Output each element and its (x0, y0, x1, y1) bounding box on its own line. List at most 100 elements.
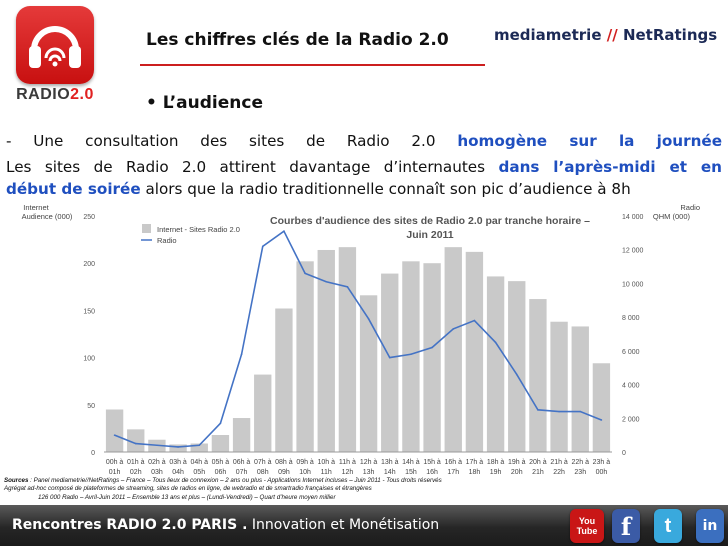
youtube-text-1: You (578, 516, 596, 526)
left-tick-label: 50 (87, 403, 95, 410)
point-radio-1 (134, 442, 137, 445)
bar-internet-3 (169, 444, 187, 452)
left-tick-label: 100 (83, 356, 95, 363)
x-tick-label: 13h à (381, 459, 399, 466)
x-tick-label: 17h (447, 469, 459, 476)
line-radio (114, 229, 602, 448)
point-radio-16 (452, 328, 455, 330)
x-tick-label: 21h à (550, 459, 568, 466)
left-axis-label-1: Internet (23, 203, 49, 212)
right-tick-label: 2 000 (622, 416, 640, 423)
bar-internet-11 (338, 247, 357, 452)
x-tick-label: 18h (469, 469, 481, 476)
footer-banner: Rencontres RADIO 2.0 PARIS . Innovation … (0, 505, 728, 546)
point-radio-0 (113, 434, 116, 436)
x-tick-label: 12h (342, 469, 354, 476)
x-tick-label: 05h (193, 469, 205, 476)
x-tick-label: 02h (130, 469, 142, 476)
right-tick-label: 10 000 (622, 281, 644, 288)
body-line-2: Les sites de Radio 2.0 attirent davantag… (6, 156, 722, 178)
body-line3-text: alors que la radio traditionnelle connaî… (140, 180, 631, 198)
sources-label: Sources (4, 477, 29, 484)
right-tick-label: 0 (622, 450, 626, 457)
right-tick-label: 12 000 (622, 248, 644, 255)
x-tick-label: 15h à (423, 459, 441, 466)
bar-internet-20 (529, 299, 547, 452)
x-tick-label: 19h (490, 469, 502, 476)
left-tick-label: 0 (91, 450, 95, 457)
x-tick-label: 15h (405, 469, 417, 476)
point-radio-18 (494, 341, 497, 344)
body-line3-highlight: début de soirée (6, 180, 141, 198)
bar-internet-0 (105, 409, 124, 452)
facebook-glyph: f (620, 511, 632, 541)
footer-title-sub: Innovation et Monétisation (247, 517, 440, 533)
left-tick-label: 200 (83, 261, 95, 268)
right-tick-label: 4 000 (622, 383, 640, 390)
bar-internet-14 (402, 261, 420, 452)
x-tick-label: 03h (151, 469, 163, 476)
twitter-glyph: t (664, 514, 672, 537)
right-tick-label: 14 000 (622, 214, 644, 221)
bar-internet-6 (232, 418, 251, 452)
x-tick-label: 12h à (360, 459, 378, 466)
bar-internet-12 (359, 295, 378, 452)
x-tick-label: 19h à (508, 459, 526, 466)
point-radio-5 (219, 422, 222, 425)
x-tick-label: 02h à (148, 459, 166, 466)
x-tick-label: 16h (426, 469, 438, 476)
x-tick-label: 13h (363, 469, 375, 476)
x-tick-label: 11h à (339, 459, 356, 466)
logo-wordmark: RADIO2.0 (8, 86, 102, 106)
twitter-icon[interactable]: t (654, 509, 682, 543)
x-tick-label: 09h à (296, 459, 314, 466)
radio20-logo: RADIO2.0 (8, 6, 102, 106)
x-tick-label: 09h (278, 469, 290, 476)
bar-internet-23 (592, 363, 611, 452)
x-tick-label: 10h (299, 469, 311, 476)
left-tick-label: 250 (83, 214, 95, 221)
bar-internet-21 (550, 321, 568, 452)
body-line1-text: - Une consultation des sites de Radio 2.… (6, 132, 458, 150)
sources-line-2: Agrégat ad-hoc composé de plateformes de… (4, 485, 372, 493)
bar-internet-4 (190, 443, 208, 452)
x-tick-label: 20h (511, 469, 523, 476)
chart-title-line-1: Courbes d'audience des sites de Radio 2.… (270, 215, 590, 227)
x-tick-label: 10h à (317, 459, 335, 466)
right-axis-label-2: QHM (000) (653, 212, 691, 221)
point-radio-13 (388, 356, 391, 359)
bar-internet-19 (508, 281, 526, 452)
x-tick-label: 22h (553, 469, 565, 476)
right-axis-label-1: Radio (680, 203, 700, 212)
sources-line-3: 126 000 Radio – Avril-Juin 2011 – Ensemb… (38, 493, 336, 501)
x-tick-label: 01h à (127, 459, 145, 466)
right-tick-label: 6 000 (622, 349, 640, 356)
bar-internet-15 (423, 263, 441, 452)
x-tick-label: 23h à (593, 459, 611, 466)
point-radio-7 (261, 245, 264, 248)
bar-internet-1 (127, 429, 145, 452)
bar-internet-13 (381, 273, 399, 452)
x-tick-label: 23h (574, 469, 586, 476)
x-tick-label: 20h à (529, 459, 547, 466)
point-radio-10 (325, 280, 328, 283)
body-line2-text: Les sites de Radio 2.0 attirent davantag… (6, 158, 499, 176)
x-tick-label: 00h à (106, 459, 124, 466)
x-tick-label: 06h à (233, 459, 251, 466)
x-tick-label: 22h à (571, 459, 589, 466)
point-radio-2 (156, 444, 158, 447)
linkedin-icon[interactable]: in (696, 509, 724, 543)
body-line-3: début de soirée alors que la radio tradi… (6, 178, 722, 200)
facebook-icon[interactable]: f (612, 509, 640, 543)
x-tick-label: 05h à (212, 459, 230, 466)
legend-label-internet: Internet - Sites Radio 2.0 (157, 225, 240, 234)
point-radio-4 (198, 444, 201, 447)
point-radio-22 (579, 410, 582, 413)
sources-line1-text: : Panel mediametrie//NetRatings – France… (28, 477, 442, 484)
brand-part3: NetRatings (622, 26, 718, 44)
youtube-icon[interactable]: You Tube (570, 509, 604, 543)
x-tick-label: 06h (215, 469, 227, 476)
point-radio-19 (515, 373, 518, 376)
bar-internet-17 (465, 251, 484, 452)
point-radio-3 (177, 446, 179, 448)
